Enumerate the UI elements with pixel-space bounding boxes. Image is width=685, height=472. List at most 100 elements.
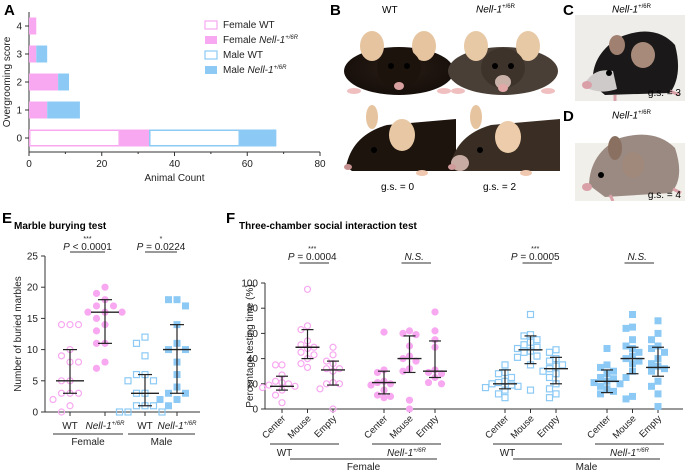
data-point [399,329,407,337]
data-point [648,336,655,344]
data-point [66,402,74,410]
data-point [597,390,604,398]
data-point [141,333,149,341]
label-text: Male WT [223,50,263,61]
data-point [603,345,611,353]
data-point [545,348,554,356]
y-tick-label: 0 [252,405,258,416]
x-axis-label: Animal Count [144,173,204,184]
chamber-label: Mouse [388,413,416,441]
genotype-sup: +/6R [636,448,650,454]
sex-group-label: Male [151,437,173,448]
data-point [278,361,286,369]
bar-female-nell-1-6r-score-0 [119,129,150,147]
photo-mutant-side [446,105,560,177]
bar-female-nell-1-6r-score-1 [29,101,48,119]
data-point [141,352,149,360]
data-point [405,396,414,404]
data-point [494,370,503,378]
data-point [552,346,560,354]
y-tick-label: 3 [16,50,22,61]
data-point [501,361,509,369]
genotype-label: WT [500,448,516,459]
data-point [431,308,439,316]
genotype-sup: +/6R [413,448,427,454]
group-label: WT [62,421,78,432]
data-point [597,382,604,390]
p-value: = 0.0004 [295,252,337,263]
data-point [629,323,636,331]
data-point [501,394,509,402]
data-point [545,394,554,402]
data-point [92,364,101,372]
data-point [132,339,141,347]
data-point [520,341,528,349]
data-point [109,302,118,310]
data-point [405,327,414,335]
data-point [526,386,535,394]
panel-b-mutant-title: Nell-1+/6R [476,4,515,15]
marble-burying-chart: 0 5 10 15 20 25 Number of buried marbles WT Nell… [13,236,200,448]
sex-group-label: Female [71,437,105,448]
data-point [654,342,662,350]
data-point [424,368,433,377]
genotype-label: Nell-1+/6R [610,448,650,459]
data-point [158,408,166,416]
p-value-label: P = 0.0224 [137,242,186,253]
legend-swatch [204,50,218,60]
panel-c-letter: C [563,2,574,19]
data-point [481,383,490,392]
data-point [622,374,630,381]
data-point [329,351,337,359]
genotype-sup: +/6R [184,421,198,427]
data-point [661,365,668,373]
data-point [297,348,305,356]
bar-female-wt-score-0 [29,129,120,147]
significance-stars: *** [83,236,91,243]
y-tick-label: 15 [27,314,39,325]
bar-male-nell-1-6r-score-3 [36,45,48,63]
data-point [552,390,560,398]
data-point [101,358,109,366]
p-value: < 0.0001 [70,242,112,253]
data-point [84,308,92,316]
photo-mutant-front [446,26,560,96]
panel-e-title: Marble burying test [14,221,107,232]
data-point [182,389,189,397]
data-point [661,348,668,356]
p-value: = 0.0224 [143,242,185,253]
chamber-label: Empty [312,413,339,440]
data-point [74,321,83,329]
data-point [258,383,267,392]
data-point [149,377,158,385]
chamber-label: Center [483,413,511,441]
gs-d-label: g.s. = 4 [647,190,681,201]
ns-label: N.S. [405,252,424,263]
data-point [165,389,172,397]
data-point [412,357,420,365]
data-point [386,392,395,400]
chamber-label: Empty [637,413,664,440]
data-point [303,285,312,293]
chamber-label: Center [585,413,613,441]
data-point [526,310,535,319]
data-point [513,344,522,353]
chamber-label: Mouse [611,413,639,441]
y-tick-label: 100 [241,279,258,290]
data-point [648,360,655,368]
p-symbol: P [511,252,518,263]
data-point [124,377,132,385]
data-point [597,374,604,381]
data-point [610,375,617,383]
genotype-sup: +/6R [638,4,651,10]
panel-d-title: Nell-1+/6R [612,110,651,121]
group-label: Nell-1+/6R [86,421,126,432]
genotype-sup: +/6R [285,35,299,41]
data-point [265,381,273,389]
data-point [533,336,541,344]
y-tick-label: 25 [27,252,39,263]
data-point [329,405,337,413]
genotype-sup: +/6R [638,110,651,116]
data-point [380,328,388,336]
legend-swatch [205,66,217,74]
